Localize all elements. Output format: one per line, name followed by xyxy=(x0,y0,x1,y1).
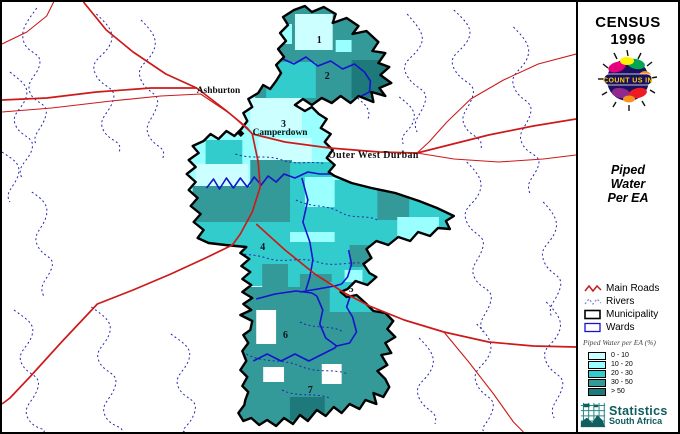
ward-number-3: 3 xyxy=(281,119,286,130)
river-symbol-icon xyxy=(584,296,602,307)
choropleth-class-row: > 50 xyxy=(588,387,633,396)
rivers xyxy=(2,7,564,432)
map-subtitle-line1: Piped xyxy=(610,163,646,177)
org-name-line2: South Africa xyxy=(609,415,663,426)
legend-label: Municipality xyxy=(606,309,659,320)
count-us-in-logo: COUNT US IN xyxy=(596,49,660,118)
legend: Main Roads Rivers Municipality Wards xyxy=(584,282,677,334)
class-range: 0 - 10 xyxy=(611,352,629,359)
map-subtitle-line2: Water xyxy=(610,177,646,191)
logo-rays xyxy=(598,49,658,111)
map-svg: Ashburton Camperdown Outer West Durban 1… xyxy=(2,2,576,432)
census-title-line2: 1996 xyxy=(610,31,646,48)
ward-number-6: 6 xyxy=(283,330,288,341)
class-range: 30 - 50 xyxy=(611,379,633,386)
legend-label: Rivers xyxy=(606,296,635,307)
place-label-ashburton: Ashburton xyxy=(197,86,241,96)
ea-patches xyxy=(192,6,454,426)
ward-number-1: 1 xyxy=(317,35,322,46)
map-subtitle-line3: Per EA xyxy=(607,191,649,205)
municipality-symbol-icon xyxy=(584,309,602,320)
choropleth-class-row: 10 - 20 xyxy=(588,360,633,369)
camperdown-town-marker xyxy=(237,129,245,138)
choropleth-class-row: 30 - 50 xyxy=(588,378,633,387)
class-swatch xyxy=(588,351,606,360)
map-canvas: Ashburton Camperdown Outer West Durban 1… xyxy=(2,2,576,432)
ward-number-5: 5 xyxy=(349,284,354,295)
choropleth-legend-title: Piped Water per EA (%) xyxy=(583,338,656,347)
class-swatch xyxy=(588,360,606,369)
class-range: > 50 xyxy=(611,388,625,395)
legend-label: Main Roads xyxy=(606,283,660,294)
info-panel: CENSUS 1996 xyxy=(576,2,678,432)
census-title-line1: CENSUS xyxy=(595,14,661,31)
legend-item-wards: Wards xyxy=(584,321,677,334)
ward-number-2: 2 xyxy=(325,71,330,82)
org-name-line1: Statistics xyxy=(609,403,668,418)
class-swatch xyxy=(588,387,606,396)
census-title: CENSUS 1996 xyxy=(578,14,678,48)
municipality-outline xyxy=(185,4,456,428)
choropleth-class-row: 20 - 30 xyxy=(588,369,633,378)
choropleth-classes: 0 - 10 10 - 20 20 - 30 30 - 50 > 50 xyxy=(588,351,633,396)
class-range: 20 - 30 xyxy=(611,370,633,377)
stats-sa-logo: Statistics South Africa xyxy=(580,401,668,429)
legend-item-municipality: Municipality xyxy=(584,308,677,321)
class-swatch xyxy=(588,378,606,387)
place-label-outer-west-durban: Outer West Durban xyxy=(328,150,419,161)
ward-symbol-icon xyxy=(584,322,602,333)
map-labels: Ashburton Camperdown Outer West Durban 1… xyxy=(197,35,419,396)
legend-item-main-roads: Main Roads xyxy=(584,282,677,295)
class-range: 10 - 20 xyxy=(611,361,633,368)
ward-number-7: 7 xyxy=(308,385,313,396)
ward-boundaries xyxy=(205,56,372,362)
main-roads xyxy=(2,2,576,432)
road-symbol-icon xyxy=(584,283,602,294)
legend-item-rivers: Rivers xyxy=(584,295,677,308)
ward-number-4: 4 xyxy=(260,242,265,253)
stats-grid-icon xyxy=(580,402,606,428)
class-swatch xyxy=(588,369,606,378)
choropleth-class-row: 0 - 10 xyxy=(588,351,633,360)
legend-label: Wards xyxy=(606,322,635,333)
logo-text: COUNT US IN xyxy=(603,78,653,85)
map-subtitle: Piped Water Per EA xyxy=(578,163,678,205)
place-label-camperdown: Camperdown xyxy=(253,128,309,138)
